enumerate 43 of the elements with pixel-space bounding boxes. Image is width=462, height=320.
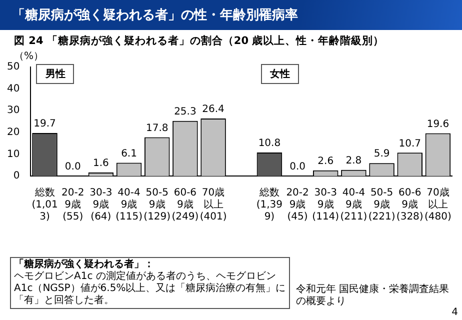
x-tick-label: 20-29歳 (45) xyxy=(286,188,309,223)
data-label: 10.7 xyxy=(398,138,422,150)
text: 令和元年 国民健康・栄養調査結果の概要より xyxy=(296,284,450,308)
y-tick-label: 40 xyxy=(6,83,20,94)
x-tick-label: 総数 (1,399) xyxy=(256,186,283,223)
text: ヘモグロビンA1c の測定値がある者のうち、ヘモグロビンA1c（NGSP）値が6.5%以上、又は「糖尿病治療の有無」に「有」と回答した者。 xyxy=(14,271,286,307)
x-tick-label: 50-59歳 (129) xyxy=(144,188,171,223)
x-tick-label: 40-49歳 (115) xyxy=(116,188,143,223)
x-tick-label: 70歳以上 (401) xyxy=(200,186,227,223)
x-tick-label: 30-39歳 (64) xyxy=(90,188,112,223)
x-tick-label: 70歳以上 (480) xyxy=(424,186,452,223)
x-tick-label: 60-69歳 (328) xyxy=(396,188,424,223)
data-label: 5.9 xyxy=(374,148,390,160)
y-axis-title: （%） xyxy=(14,50,44,62)
text: 「糖尿病が強く疑われる者」： xyxy=(14,259,155,270)
y-tick-label: 10 xyxy=(6,148,20,160)
annotation: 女性 xyxy=(261,64,300,84)
y-tick-label: 30 xyxy=(6,105,20,116)
data-label: 19.7 xyxy=(34,118,56,130)
data-label: 19.6 xyxy=(426,118,450,130)
x-tick-label: 30-39歳 (114) xyxy=(312,188,340,223)
data-label: 26.4 xyxy=(202,104,224,116)
data-label: 0.0 xyxy=(64,162,81,173)
y-tick-label: 20 xyxy=(6,126,20,138)
x-tick-label: 40-49歳 (211) xyxy=(340,188,368,223)
x-tick-label: 総数 (1,013) xyxy=(32,186,58,223)
x-tick-label: 60-69歳 (249) xyxy=(172,188,199,223)
data-label: 0.0 xyxy=(290,162,306,173)
data-label: 6.1 xyxy=(121,148,137,160)
data-label: 2.6 xyxy=(318,156,334,167)
data-label: 1.6 xyxy=(92,158,109,170)
y-tick-label: 50 xyxy=(6,62,20,73)
x-tick-label: 20-29歳 (55) xyxy=(62,188,84,223)
chart-subtitle: 図 24 「糖尿病が強く疑われる者」の割合（20 歳以上、性・年齢階級別） xyxy=(14,34,384,48)
y-tick-label: 0 xyxy=(13,170,20,182)
data-label: 17.8 xyxy=(146,122,168,134)
text: 4 xyxy=(452,307,458,318)
chart-title: 「糖尿病が強く疑われる者」の性・年齢別罹病率 xyxy=(0,0,462,30)
data-label: 25.3 xyxy=(174,106,196,118)
data-label: 10.8 xyxy=(258,138,281,150)
annotation: 男性 xyxy=(36,64,74,84)
data-label: 2.8 xyxy=(346,155,362,166)
x-tick-label: 50-59歳 (221) xyxy=(368,188,396,223)
